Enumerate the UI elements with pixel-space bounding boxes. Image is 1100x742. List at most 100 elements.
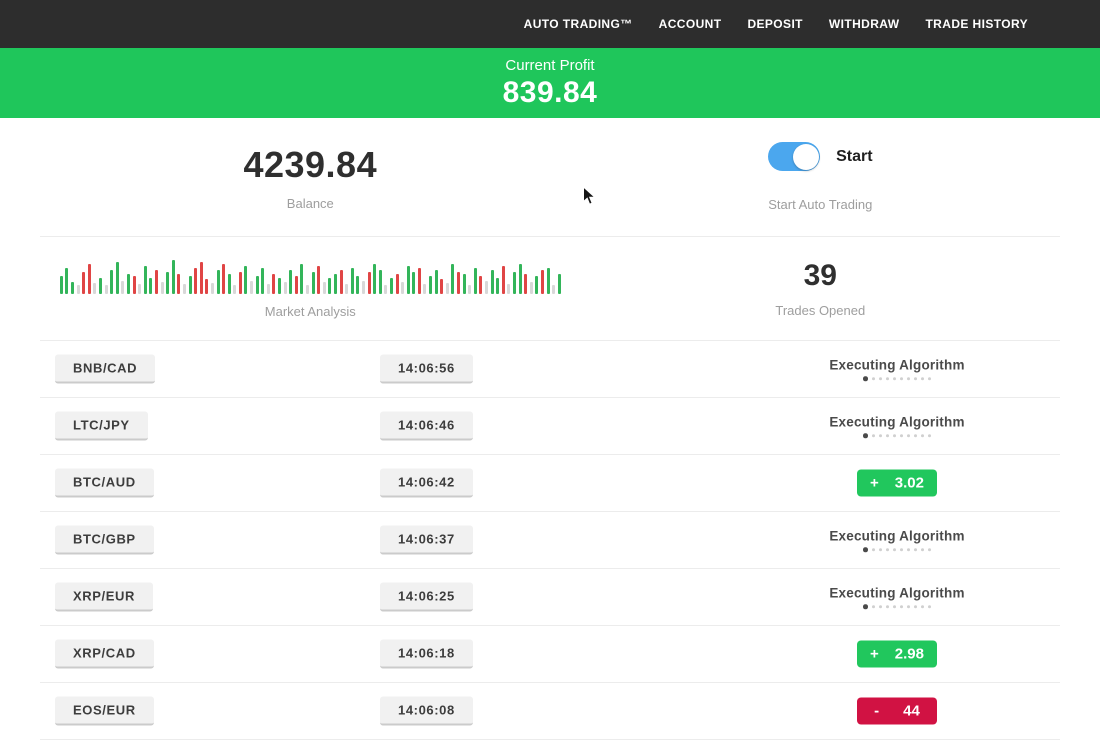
progress-dot	[863, 604, 868, 609]
badge-value: 44	[903, 702, 920, 720]
progress-dot	[906, 377, 910, 380]
market-bar	[518, 264, 522, 294]
balance-block: 4239.84 Balance	[40, 118, 581, 236]
market-bar	[138, 284, 142, 294]
market-bar	[110, 270, 114, 294]
market-bar	[71, 282, 75, 294]
market-bar	[440, 279, 444, 294]
pair-chip: BNB/CAD	[55, 354, 156, 384]
market-bar	[227, 274, 231, 294]
loss-badge: - 44	[857, 697, 937, 725]
market-bar	[311, 272, 315, 294]
market-bar	[423, 284, 427, 294]
market-bar	[160, 282, 164, 294]
progress-dot	[913, 605, 917, 608]
market-bar	[412, 272, 416, 294]
progress-dot	[899, 605, 903, 608]
progress-dot	[906, 605, 910, 608]
market-bar	[283, 282, 287, 294]
market-bar	[294, 276, 298, 294]
badge-sign: -	[874, 702, 880, 720]
market-analysis-label: Market Analysis	[264, 304, 356, 319]
market-bar	[373, 264, 377, 294]
executing-algorithm-label: Executing Algorithm	[829, 357, 965, 373]
auto-trading-toggle[interactable]	[768, 142, 821, 171]
progress-dot	[899, 377, 903, 380]
badge-value: 3.02	[894, 474, 924, 492]
market-bar	[182, 284, 186, 294]
market-bar	[238, 272, 242, 294]
progress-dot	[913, 377, 917, 380]
progress-dot	[878, 377, 882, 380]
time-chip: 14:06:25	[380, 582, 473, 612]
nav-item-trade-history[interactable]: TRADE HISTORY	[925, 17, 1028, 31]
progress-dot	[927, 434, 931, 437]
progress-dot	[885, 548, 889, 551]
start-label: Start	[836, 147, 873, 165]
market-bar	[82, 272, 86, 294]
market-bar	[406, 266, 410, 294]
market-bar	[462, 274, 466, 294]
market-bar	[188, 276, 192, 294]
nav-item-account[interactable]: ACCOUNT	[658, 17, 722, 31]
nav-item-deposit[interactable]: DEPOSIT	[747, 17, 803, 31]
top-nav: AUTO TRADING™ ACCOUNT DEPOSIT WITHDRAW TRADE…	[0, 0, 1100, 48]
market-bar	[395, 274, 399, 294]
market-bar	[512, 272, 516, 294]
trades-opened-value: 39	[803, 259, 837, 292]
market-bar	[93, 283, 97, 294]
market-bar	[345, 284, 349, 294]
market-bar	[389, 278, 393, 294]
market-bar	[384, 285, 388, 294]
market-bar	[216, 270, 220, 294]
trades-table: BNB/CAD 14:06:56 Executing Algorithm LTC/JP…	[40, 341, 1060, 740]
market-bar	[306, 285, 309, 294]
nav-item-withdraw[interactable]: WITHDRAW	[828, 17, 900, 31]
progress-dot	[863, 433, 868, 438]
trade-row: BNB/CAD 14:06:56 Executing Algorithm	[40, 341, 1060, 398]
progress-dot	[878, 548, 882, 551]
progress-dot	[927, 548, 931, 551]
progress-dot	[863, 376, 868, 381]
market-bar	[154, 270, 158, 294]
progress-dots	[863, 604, 931, 609]
market-bar	[177, 274, 181, 294]
market-bar	[535, 276, 539, 294]
market-bar	[65, 268, 69, 294]
market-bar	[233, 285, 237, 294]
time-chip: 14:06:37	[380, 525, 473, 555]
progress-dot	[913, 548, 917, 551]
market-bar	[552, 285, 556, 294]
market-bar	[529, 282, 533, 294]
start-auto-trading-caption: Start Auto Trading	[768, 197, 873, 212]
market-bar	[378, 270, 382, 294]
market-bar	[127, 274, 130, 294]
market-bar	[546, 268, 550, 294]
market-bar	[143, 266, 147, 294]
market-analysis-chart	[59, 258, 561, 294]
market-bar	[278, 278, 282, 294]
progress-dot	[920, 548, 924, 551]
trade-row: XRP/CAD 14:06:18 +2.98	[40, 626, 1060, 683]
time-chip: 14:06:42	[380, 468, 473, 498]
nav-item-auto-trading[interactable]: AUTO TRADING™	[523, 17, 633, 31]
market-bar	[350, 268, 354, 294]
market-bar	[473, 268, 477, 294]
market-bar	[266, 284, 270, 294]
progress-dot	[892, 605, 896, 608]
market-bar	[429, 276, 433, 294]
progress-dots	[863, 376, 931, 381]
current-profit-value: 839.84	[502, 75, 598, 109]
progress-dot	[920, 377, 924, 380]
progress-dot	[878, 605, 882, 608]
market-bar	[149, 278, 153, 294]
progress-dot	[920, 605, 924, 608]
market-bar	[289, 270, 293, 294]
market-bar	[244, 266, 248, 294]
trade-result: Executing Algorithm	[797, 528, 997, 552]
progress-dot	[892, 548, 896, 551]
market-bar	[485, 281, 488, 294]
market-bar	[361, 281, 365, 294]
market-bar	[121, 281, 125, 294]
pair-chip: XRP/CAD	[55, 639, 154, 669]
